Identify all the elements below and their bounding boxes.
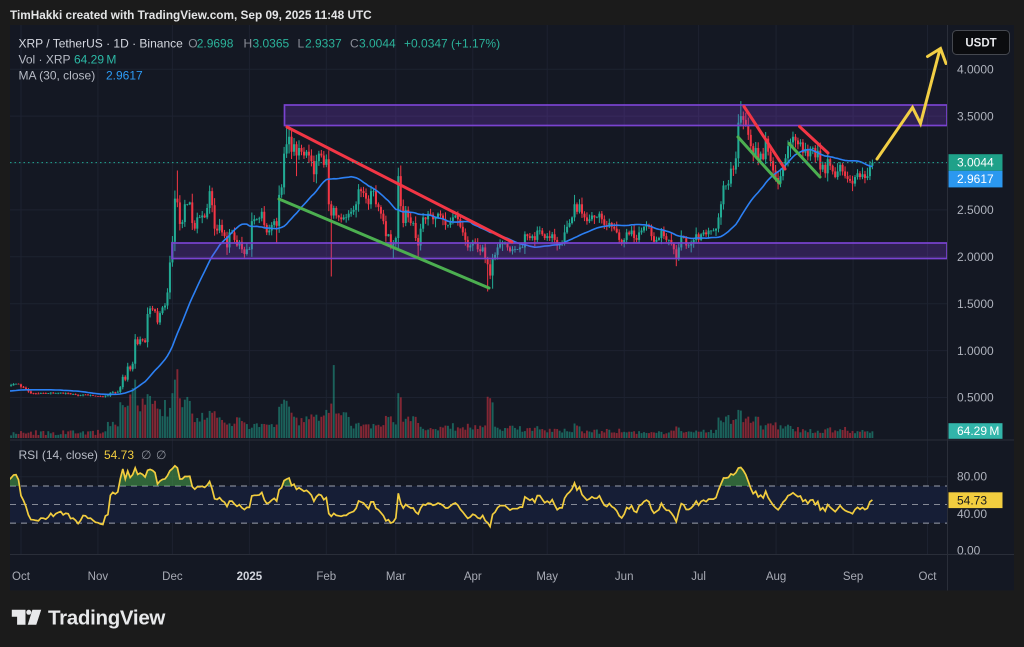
svg-text:Sep: Sep: [843, 571, 863, 583]
svg-text:2.0000: 2.0000: [957, 250, 994, 264]
svg-text:2025: 2025: [237, 571, 263, 583]
svg-text:0.5000: 0.5000: [957, 391, 994, 405]
svg-text:TimHakki created with TradingV: TimHakki created with TradingView.com, S…: [10, 8, 372, 22]
svg-text:Nov: Nov: [88, 571, 109, 583]
svg-text:Jun: Jun: [615, 571, 634, 583]
svg-text:Dec: Dec: [162, 571, 183, 583]
svg-text:Jul: Jul: [691, 571, 706, 583]
svg-text:May: May: [536, 571, 558, 583]
svg-text:4.0000: 4.0000: [957, 62, 994, 76]
svg-text:Feb: Feb: [316, 571, 336, 583]
svg-text:Vol · XRP: Vol · XRP: [19, 53, 71, 67]
svg-text:40.00: 40.00: [957, 507, 987, 521]
svg-text:2.9698: 2.9698: [197, 37, 234, 51]
svg-text:Aug: Aug: [766, 571, 786, 583]
svg-text:2.9617: 2.9617: [957, 172, 994, 186]
svg-text:2.5000: 2.5000: [957, 203, 994, 217]
svg-text:2.9617: 2.9617: [106, 68, 143, 82]
svg-text:RSI (14, close): RSI (14, close): [19, 448, 98, 462]
svg-text:C: C: [350, 37, 359, 51]
svg-text:Mar: Mar: [386, 571, 406, 583]
svg-text:+0.0347 (+1.17%): +0.0347 (+1.17%): [404, 37, 500, 51]
svg-text:64.29 M: 64.29 M: [957, 424, 999, 438]
svg-text:XRP / TetherUS · 1D · Binance: XRP / TetherUS · 1D · Binance: [19, 37, 184, 51]
svg-text:O: O: [188, 37, 197, 51]
svg-text:3.5000: 3.5000: [957, 109, 994, 123]
svg-text:0.00: 0.00: [957, 544, 981, 558]
svg-text:∅: ∅: [141, 448, 151, 462]
svg-text:80.00: 80.00: [957, 470, 987, 484]
svg-text:USDT: USDT: [965, 38, 996, 50]
svg-text:L: L: [298, 37, 305, 51]
svg-text:54.73: 54.73: [957, 493, 987, 507]
svg-text:2.9337: 2.9337: [305, 37, 342, 51]
svg-text:3.0365: 3.0365: [253, 37, 290, 51]
svg-text:Apr: Apr: [464, 571, 482, 583]
svg-text:64.29 M: 64.29 M: [74, 53, 116, 67]
svg-text:H: H: [244, 37, 253, 51]
svg-text:1.0000: 1.0000: [957, 344, 994, 358]
svg-text:Oct: Oct: [12, 571, 31, 583]
svg-text:Oct: Oct: [919, 571, 938, 583]
svg-text:TradingView: TradingView: [48, 607, 165, 630]
svg-text:MA (30, close): MA (30, close): [19, 68, 96, 82]
svg-text:3.0044: 3.0044: [359, 37, 396, 51]
svg-text:3.0044: 3.0044: [957, 156, 994, 170]
svg-text:54.73: 54.73: [104, 448, 134, 462]
svg-text:1.5000: 1.5000: [957, 297, 994, 311]
svg-text:∅: ∅: [156, 448, 166, 462]
